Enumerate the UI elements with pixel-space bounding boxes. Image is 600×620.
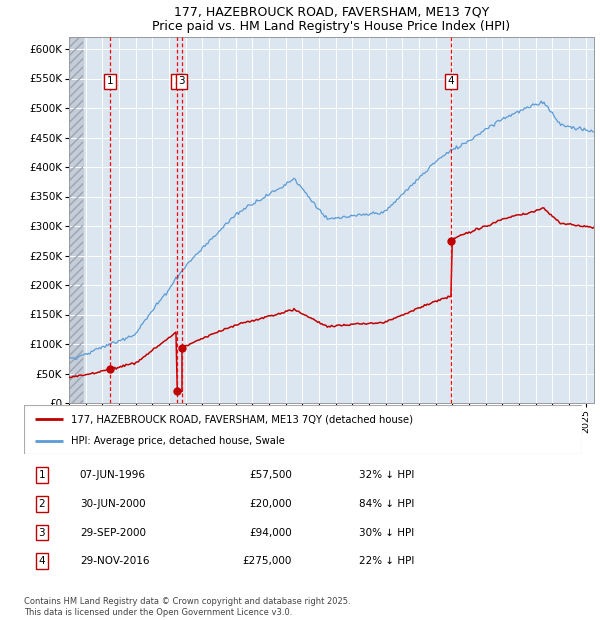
Text: £57,500: £57,500 bbox=[249, 470, 292, 480]
Text: 30% ↓ HPI: 30% ↓ HPI bbox=[359, 528, 414, 538]
Text: 177, HAZEBROUCK ROAD, FAVERSHAM, ME13 7QY (detached house): 177, HAZEBROUCK ROAD, FAVERSHAM, ME13 7Q… bbox=[71, 414, 413, 424]
Text: 3: 3 bbox=[38, 528, 45, 538]
Text: HPI: Average price, detached house, Swale: HPI: Average price, detached house, Swal… bbox=[71, 436, 286, 446]
Text: £275,000: £275,000 bbox=[242, 556, 292, 566]
FancyBboxPatch shape bbox=[24, 405, 582, 454]
Text: 29-NOV-2016: 29-NOV-2016 bbox=[80, 556, 149, 566]
Text: 32% ↓ HPI: 32% ↓ HPI bbox=[359, 470, 414, 480]
Text: Contains HM Land Registry data © Crown copyright and database right 2025.
This d: Contains HM Land Registry data © Crown c… bbox=[24, 598, 350, 617]
Text: 2: 2 bbox=[38, 499, 45, 509]
Title: 177, HAZEBROUCK ROAD, FAVERSHAM, ME13 7QY
Price paid vs. HM Land Registry's Hous: 177, HAZEBROUCK ROAD, FAVERSHAM, ME13 7Q… bbox=[152, 5, 511, 33]
Text: 29-SEP-2000: 29-SEP-2000 bbox=[80, 528, 146, 538]
Text: 84% ↓ HPI: 84% ↓ HPI bbox=[359, 499, 414, 509]
Text: 1: 1 bbox=[106, 76, 113, 86]
Text: 2: 2 bbox=[174, 76, 181, 86]
Text: 4: 4 bbox=[448, 76, 454, 86]
Text: 22% ↓ HPI: 22% ↓ HPI bbox=[359, 556, 414, 566]
Text: 1: 1 bbox=[38, 470, 45, 480]
Bar bbox=[69, 37, 83, 403]
Text: 30-JUN-2000: 30-JUN-2000 bbox=[80, 499, 145, 509]
Text: 4: 4 bbox=[38, 556, 45, 566]
Text: £20,000: £20,000 bbox=[249, 499, 292, 509]
Bar bbox=[69, 37, 83, 403]
Text: 07-JUN-1996: 07-JUN-1996 bbox=[80, 470, 146, 480]
Text: 3: 3 bbox=[178, 76, 185, 86]
Text: £94,000: £94,000 bbox=[249, 528, 292, 538]
